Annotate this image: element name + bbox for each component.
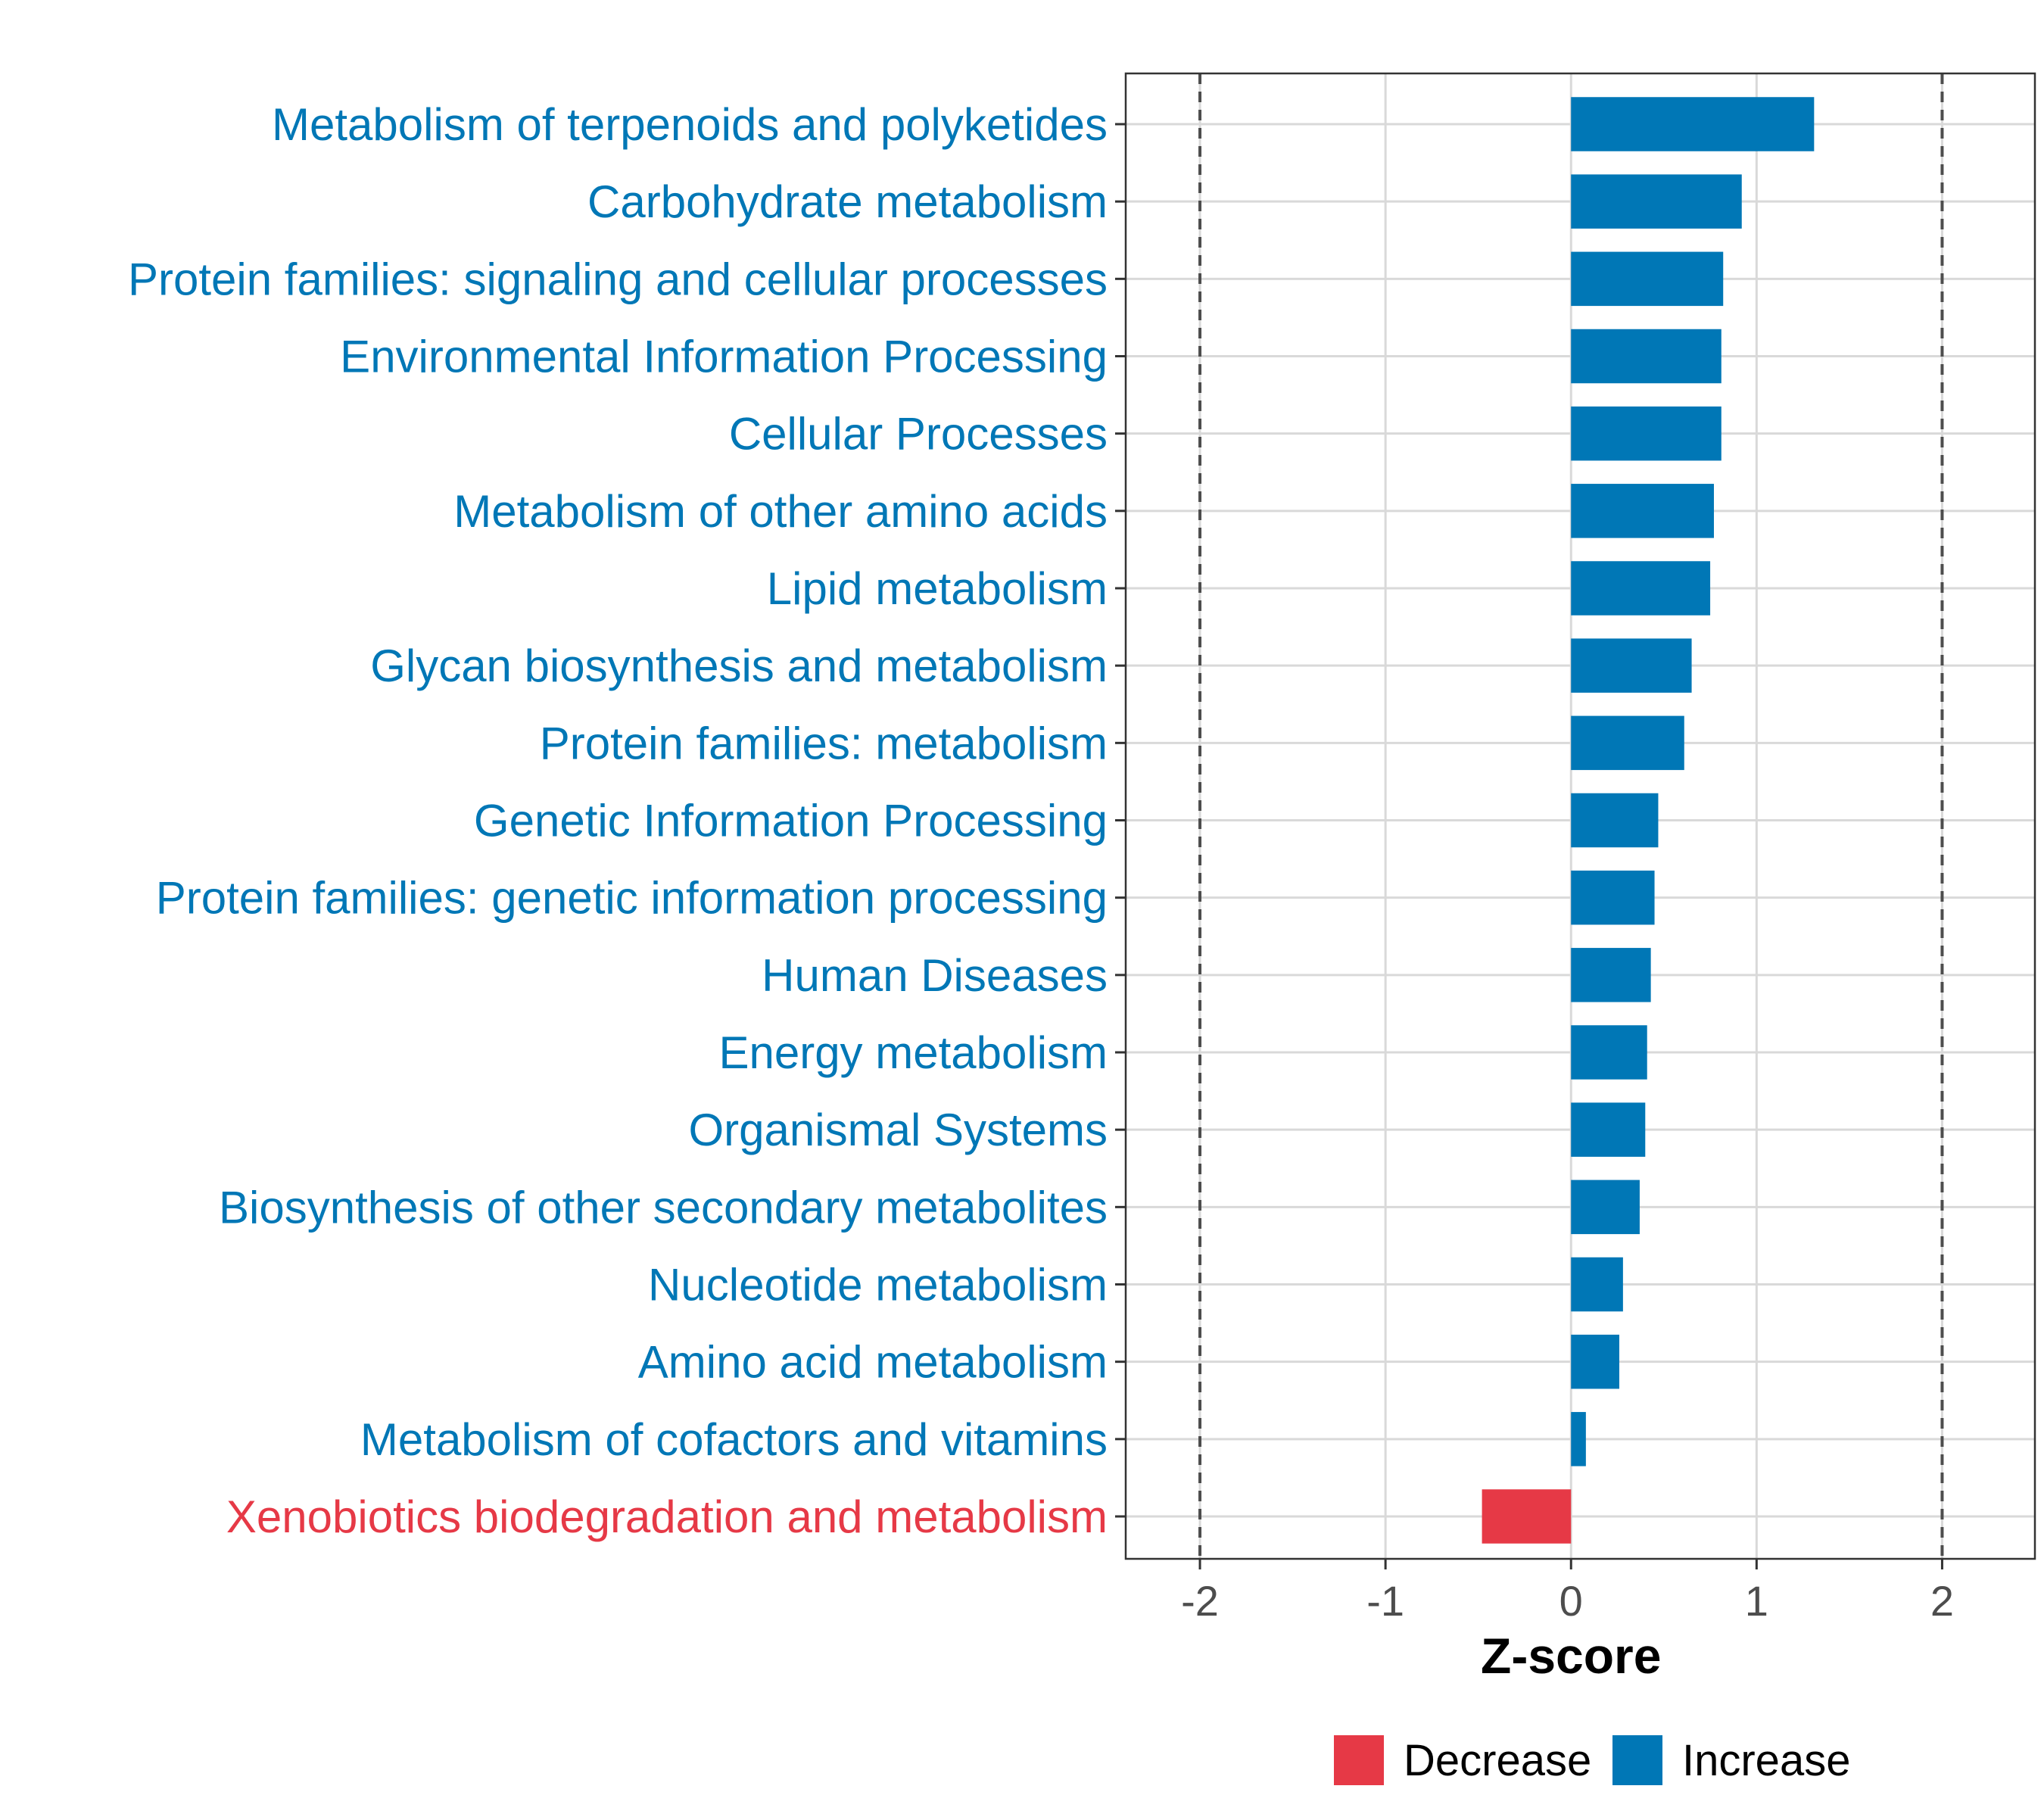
bar <box>1571 1025 1647 1080</box>
category-label: Organismal Systems <box>689 1105 1108 1155</box>
category-label: Human Diseases <box>762 950 1108 1001</box>
x-axis-ticks: -2 -1 0 1 2 <box>1181 1559 1954 1625</box>
bar <box>1571 1180 1640 1235</box>
category-labels: Metabolism of terpenoids and polyketides… <box>128 99 1108 1542</box>
category-label: Glycan biosynthesis and metabolism <box>370 640 1108 691</box>
bar <box>1571 97 1815 151</box>
bar <box>1571 561 1711 616</box>
bar <box>1571 1412 1586 1466</box>
category-label: Metabolism of cofactors and vitamins <box>360 1414 1108 1465</box>
x-axis-title: Z-score <box>1481 1628 1661 1684</box>
legend: Decrease Increase <box>1334 1735 1850 1785</box>
category-label: Xenobiotics biodegradation and metabolis… <box>226 1491 1108 1542</box>
category-label: Genetic Information Processing <box>474 796 1108 846</box>
x-tick-label: 0 <box>1559 1577 1583 1625</box>
bar <box>1571 329 1722 384</box>
x-tick-label: 1 <box>1745 1577 1768 1625</box>
legend-swatch <box>1334 1735 1384 1785</box>
bar <box>1482 1489 1572 1544</box>
category-label: Lipid metabolism <box>767 563 1108 614</box>
legend-swatch <box>1612 1735 1662 1785</box>
category-label: Metabolism of terpenoids and polyketides <box>272 99 1108 150</box>
category-label: Nucleotide metabolism <box>648 1260 1108 1311</box>
category-label: Metabolism of other amino acids <box>453 486 1108 537</box>
reference-lines <box>1198 73 1944 1559</box>
category-label: Environmental Information Processing <box>340 332 1108 382</box>
category-label: Protein families: genetic information pr… <box>156 873 1108 924</box>
bar <box>1571 1334 1619 1389</box>
legend-label: Decrease <box>1404 1736 1591 1785</box>
x-tick-label: -2 <box>1181 1577 1219 1625</box>
plot-panel-border <box>1124 72 2036 1560</box>
category-label: Carbohydrate metabolism <box>587 176 1108 227</box>
category-label: Protein families: metabolism <box>540 718 1108 768</box>
bar <box>1571 484 1714 538</box>
bar <box>1571 948 1651 1002</box>
bar <box>1571 174 1742 229</box>
bar <box>1571 1102 1646 1157</box>
x-tick-label: 2 <box>1930 1577 1954 1625</box>
category-label: Energy metabolism <box>718 1027 1108 1078</box>
bar <box>1571 793 1659 848</box>
category-label: Protein families: signaling and cellular… <box>128 254 1108 304</box>
bar <box>1571 406 1722 461</box>
bar <box>1571 870 1655 925</box>
legend-label: Increase <box>1682 1736 1850 1785</box>
bar <box>1571 715 1684 771</box>
category-label: Biosynthesis of other secondary metaboli… <box>219 1182 1108 1233</box>
category-label: Amino acid metabolism <box>638 1337 1108 1388</box>
bar <box>1571 251 1724 307</box>
bar <box>1571 1257 1623 1312</box>
y-axis-ticks <box>1115 123 1126 1518</box>
x-tick-label: -1 <box>1366 1577 1404 1625</box>
category-label: Cellular Processes <box>729 409 1108 460</box>
bars <box>1482 97 1815 1544</box>
bar <box>1571 638 1692 693</box>
